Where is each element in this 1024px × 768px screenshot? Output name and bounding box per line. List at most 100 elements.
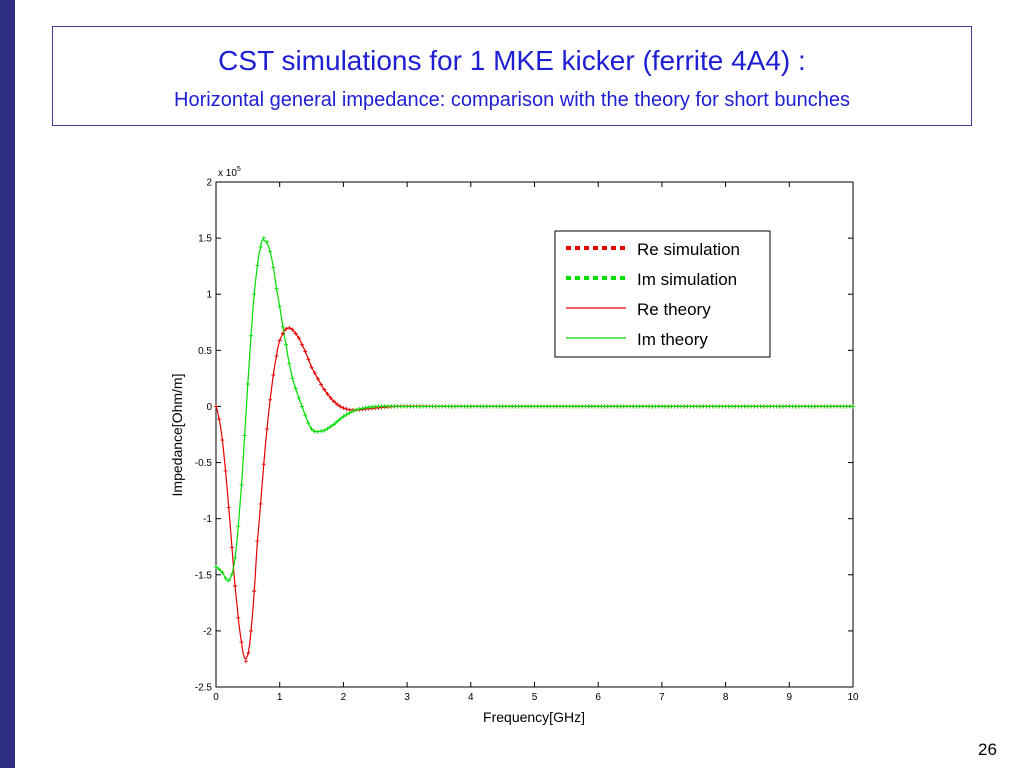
x-tick-label: 0: [213, 692, 219, 703]
data-point: [233, 555, 238, 560]
data-point: [338, 416, 343, 421]
data-point: [271, 373, 276, 378]
data-point: [350, 409, 355, 414]
data-point: [243, 659, 248, 664]
x-tick-label: 5: [532, 692, 538, 703]
y-tick-label: 0.5: [198, 346, 212, 357]
legend-label-im-simulation: Im simulation: [637, 270, 737, 289]
data-point: [223, 468, 228, 473]
data-point: [312, 370, 317, 375]
y-tick-label: -2: [203, 626, 212, 637]
data-point: [217, 417, 222, 422]
data-point: [290, 376, 295, 381]
x-tick-label: 1: [277, 692, 283, 703]
x-tick-label: 4: [468, 692, 474, 703]
data-point: [322, 428, 327, 433]
legend-label-re-theory: Re theory: [637, 300, 711, 319]
legend-box: [554, 230, 771, 358]
data-point: [226, 578, 231, 583]
y-multiplier: x 105: [218, 166, 241, 179]
data-point: [335, 419, 340, 424]
legend: Re simulation Im simulation Re theory Im…: [554, 230, 771, 358]
series-layer: [214, 236, 855, 664]
data-point: [287, 361, 292, 366]
data-point: [319, 429, 324, 434]
data-point: [264, 426, 269, 431]
data-point: [335, 402, 340, 407]
data-point: [220, 438, 225, 443]
y-axis: 2 1.5 1 0.5 0 -0.5 -1 -1.5 -2 -2.5: [195, 178, 853, 694]
data-point: [258, 501, 263, 506]
y-tick-label: -1.5: [195, 570, 213, 581]
data-point: [347, 410, 352, 415]
data-point: [252, 589, 257, 594]
data-point: [290, 327, 295, 332]
data-point: [236, 615, 241, 620]
data-point: [357, 407, 362, 412]
data-point: [242, 433, 247, 438]
data-point: [363, 405, 368, 410]
x-tick-label: 2: [341, 692, 347, 703]
data-point: [258, 245, 263, 250]
data-point: [341, 405, 346, 410]
slide-sidebar-bar: [0, 0, 15, 768]
legend-label-im-theory: Im theory: [637, 330, 708, 349]
data-point: [220, 570, 225, 575]
data-point: [341, 414, 346, 419]
y-tick-label: 1.5: [198, 234, 212, 245]
data-point: [268, 397, 273, 402]
y-tick-label: 2: [206, 178, 212, 189]
data-point: [325, 426, 330, 431]
data-point: [360, 406, 365, 411]
data-point: [284, 326, 289, 331]
data-point: [271, 265, 276, 270]
data-point: [277, 338, 282, 343]
data-point: [261, 236, 266, 241]
y-tick-label: 1: [206, 290, 212, 301]
data-point: [226, 505, 231, 510]
y-axis-label: Impedance[Ohm/m]: [169, 374, 185, 497]
data-point: [315, 376, 320, 381]
y-tick-label: -2.5: [195, 683, 213, 694]
data-point: [214, 564, 218, 569]
data-point: [296, 336, 301, 341]
data-point: [319, 382, 324, 387]
data-point: [331, 422, 336, 427]
data-point: [354, 407, 359, 412]
data-point: [296, 395, 301, 400]
data-point: [344, 407, 349, 412]
data-point: [261, 462, 266, 467]
data-point: [214, 404, 218, 409]
data-point: [293, 331, 298, 336]
slide-title: CST simulations for 1 MKE kicker (ferrit…: [218, 45, 806, 76]
slide-subtitle: Horizontal general impedance: comparison…: [174, 89, 850, 111]
data-point: [239, 640, 244, 645]
data-point: [306, 421, 311, 426]
x-tick-label: 8: [723, 692, 729, 703]
data-point: [303, 349, 308, 354]
data-point: [229, 545, 234, 550]
y-tick-label: -1: [203, 514, 212, 525]
data-point: [233, 584, 238, 588]
data-point: [331, 399, 336, 404]
data-point: [338, 404, 343, 409]
data-point: [293, 386, 298, 391]
data-point: [277, 304, 282, 309]
data-point: [303, 413, 308, 418]
series-markers-im-simulation: [214, 236, 855, 583]
data-point: [239, 483, 244, 487]
data-point: [309, 365, 314, 370]
y-tick-label: -0.5: [195, 458, 213, 469]
data-point: [246, 650, 251, 655]
data-point: [249, 333, 254, 338]
x-tick-label: 7: [659, 692, 665, 703]
data-point: [223, 576, 228, 581]
legend-label-re-simulation: Re simulation: [637, 240, 740, 259]
x-tick-label: 3: [404, 692, 410, 703]
data-point: [851, 404, 855, 409]
x-tick-label: 10: [847, 692, 859, 703]
data-point: [274, 353, 279, 358]
data-point: [245, 382, 250, 386]
data-point: [344, 412, 349, 417]
